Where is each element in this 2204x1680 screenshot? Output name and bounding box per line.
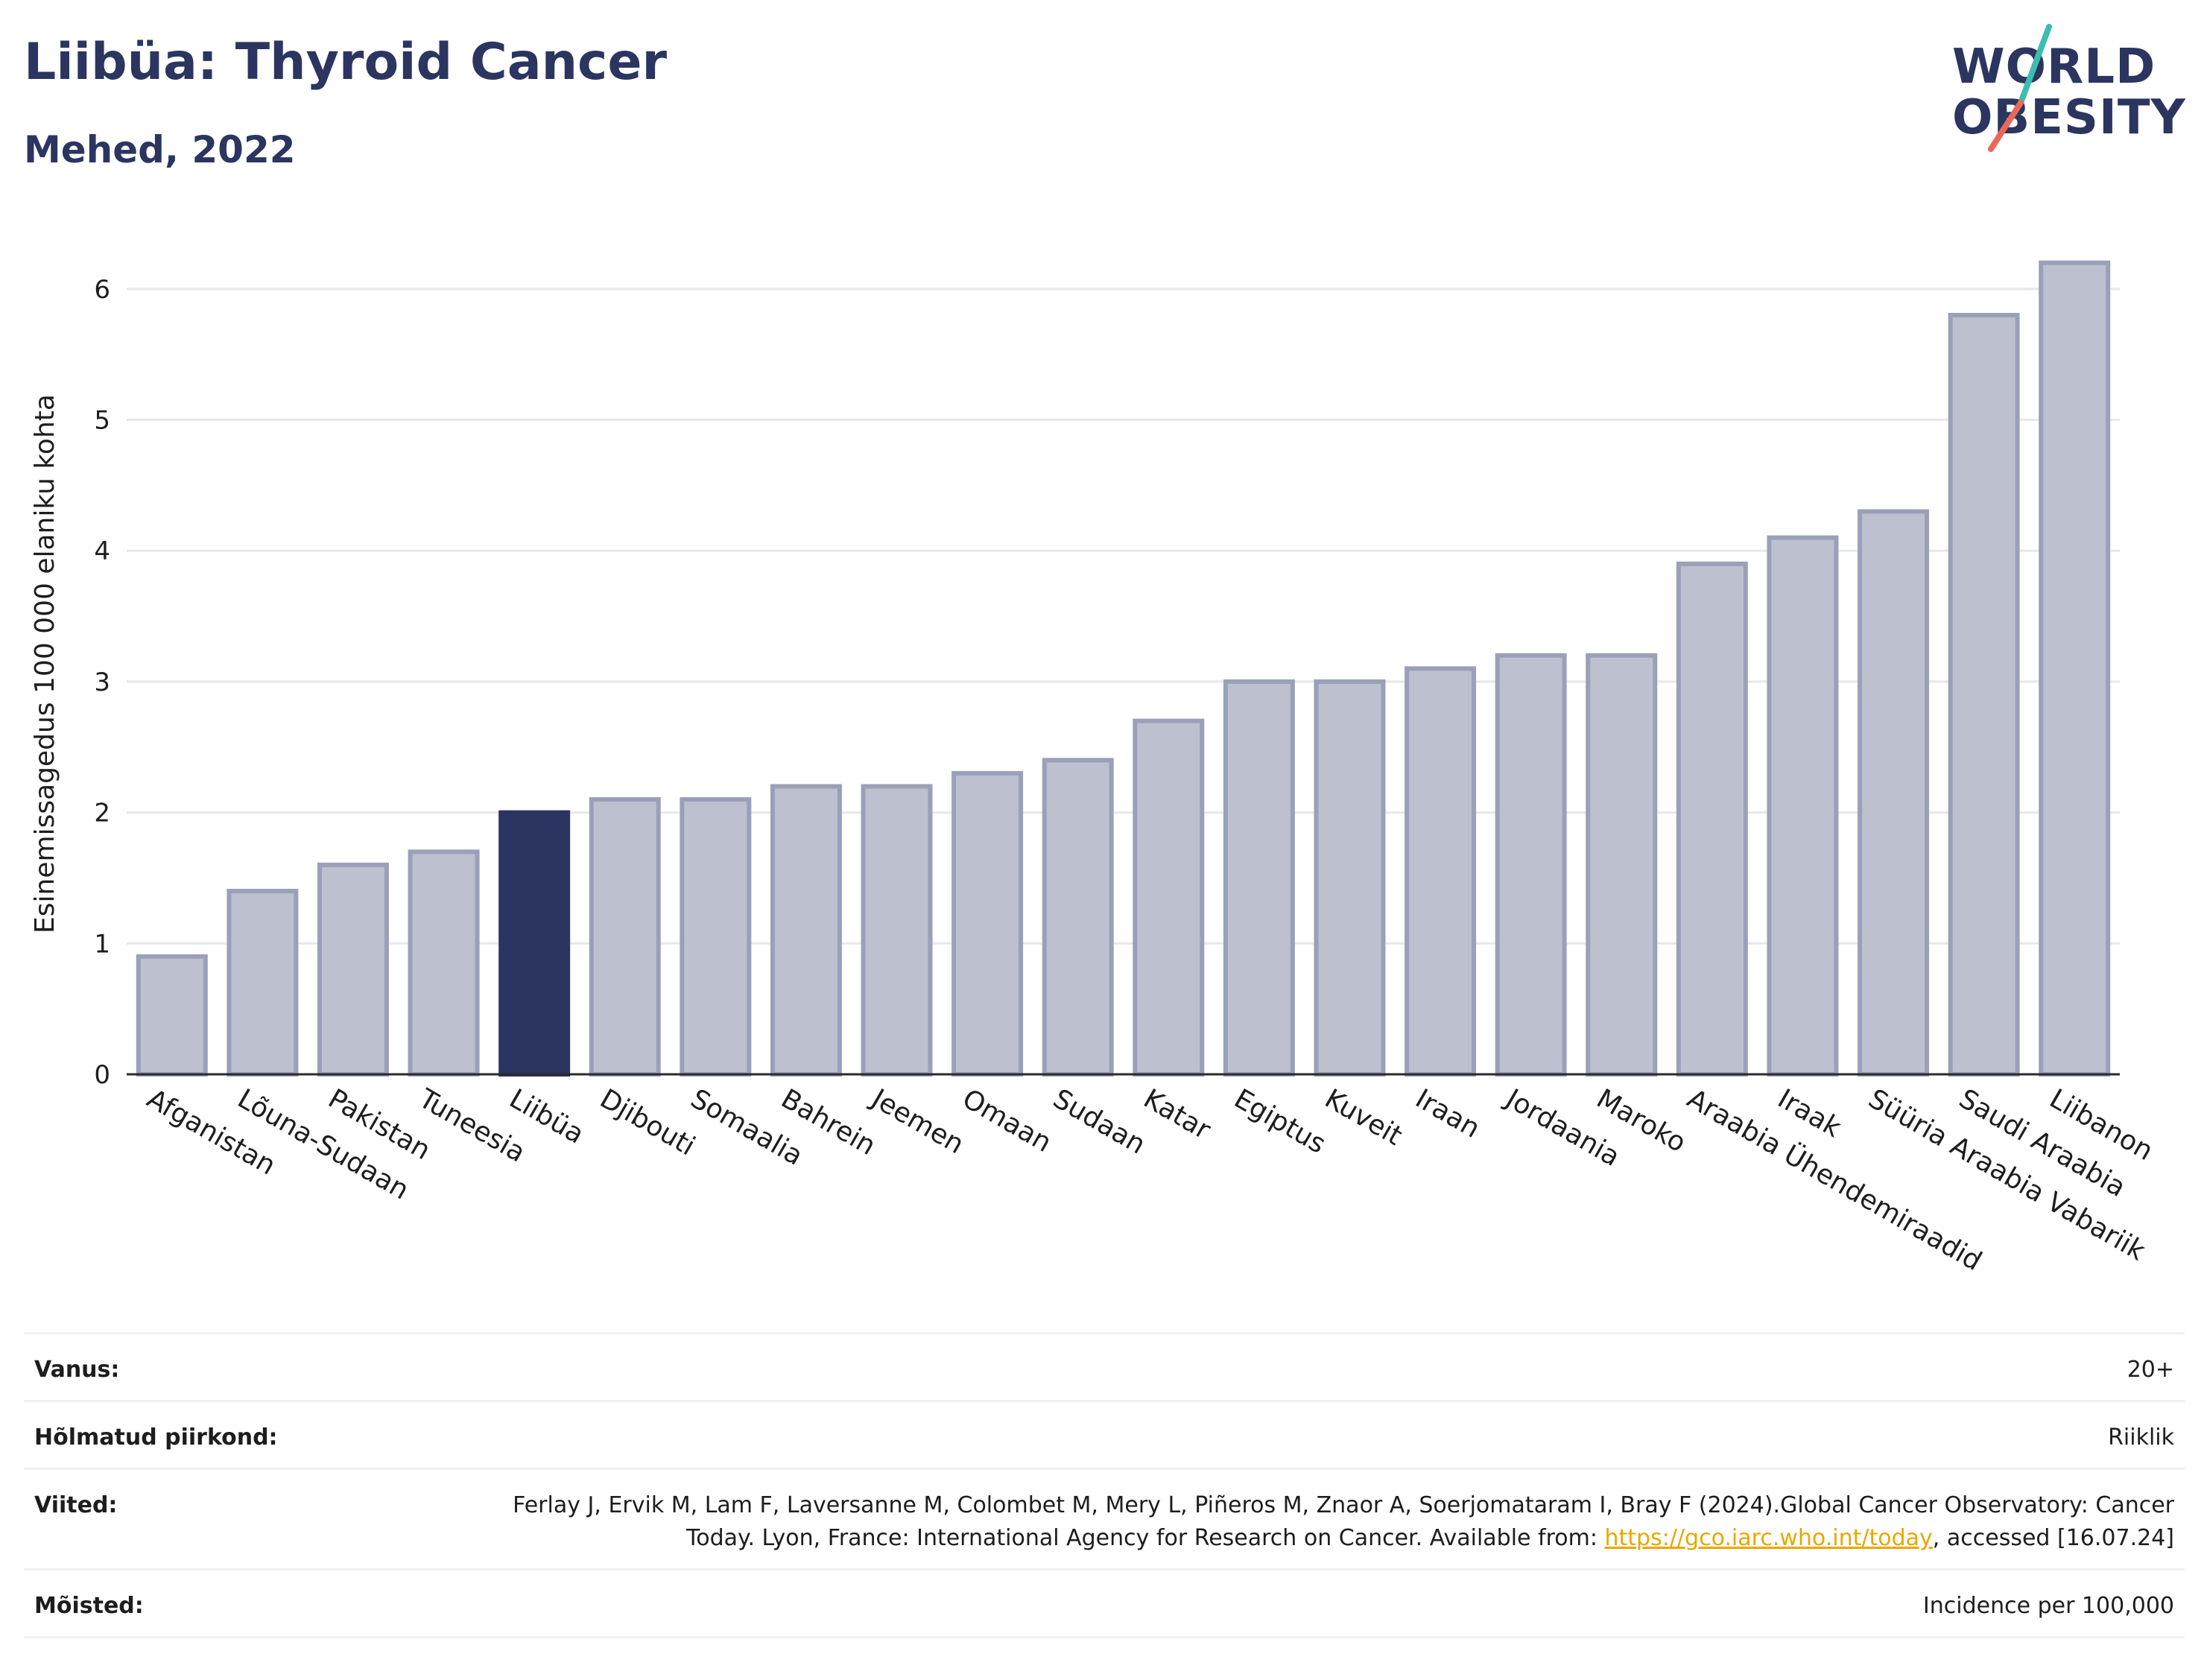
chart-subtitle: Mehed, 2022 (24, 128, 296, 171)
age-value: 20+ (2127, 1357, 2174, 1383)
bar-tuneesia[interactable] (408, 849, 480, 1077)
y-tick-label: 5 (94, 406, 110, 436)
y-tick-label: 3 (94, 668, 110, 697)
bar-liibanon[interactable] (2039, 260, 2111, 1077)
coverage-value: Riiklik (2108, 1424, 2174, 1451)
bar-bahrein[interactable] (770, 784, 842, 1077)
chart-title: Liibüa: Thyroid Cancer (24, 33, 667, 92)
references-accessed: , accessed [16.07.24] (1932, 1525, 2174, 1551)
info-row-references: Viited: Ferlay J, Ervik M, Lam F, Lavers… (24, 1468, 2185, 1568)
bar-sudaan[interactable] (1042, 758, 1114, 1077)
references-link[interactable]: https://gco.iarc.who.int/today (1604, 1525, 1933, 1551)
y-tick-label: 2 (94, 799, 110, 828)
bar-saudi-araabia[interactable] (1948, 312, 2020, 1077)
x-tick-label: Djibouti (595, 1083, 700, 1161)
x-tick-label: Katar (1139, 1083, 1216, 1146)
y-axis-label: Esinemissagedus 100 000 elaniku kohta (30, 394, 60, 933)
x-tick-label: Kuveit (1320, 1083, 1407, 1152)
info-row-age: Vanus: 20+ (24, 1332, 2185, 1400)
bar-liibüa[interactable] (498, 810, 571, 1077)
x-tick-label: Egiptus (1229, 1083, 1331, 1160)
bar-chart: 0123456AfganistanLõuna-SudaanPakistanTun… (30, 260, 2158, 1277)
bar-jeemen[interactable] (861, 784, 933, 1077)
references-value: Ferlay J, Ervik M, Lam F, Laversanne M, … (490, 1489, 2174, 1555)
bar-süüria-araabia-vabariik[interactable] (1858, 509, 1930, 1077)
bar-maroko[interactable] (1586, 653, 1658, 1077)
world-obesity-logo: WORLD OBESITY (1937, 21, 2191, 162)
info-row-definitions: Mõisted: Incidence per 100,000 (24, 1568, 2185, 1638)
bar-pakistan[interactable] (317, 862, 389, 1077)
x-tick-label: Iraan (1410, 1083, 1485, 1144)
x-tick-label: Omaan (957, 1083, 1057, 1158)
y-tick-label: 4 (94, 536, 110, 566)
y-tick-label: 1 (94, 929, 110, 959)
bar-jordaania[interactable] (1495, 653, 1567, 1077)
x-tick-label: Jeemen (865, 1083, 969, 1160)
bar-omaan[interactable] (951, 770, 1024, 1077)
age-label: Vanus: (34, 1357, 120, 1383)
bar-araabia-ühendemiraadid[interactable] (1676, 561, 1748, 1077)
logo-line-1: WORLD (1952, 39, 2156, 95)
bar-djibouti[interactable] (589, 797, 661, 1077)
definitions-value: Incidence per 100,000 (1922, 1593, 2174, 1619)
bar-afganistan[interactable] (136, 954, 208, 1077)
bar-somaalia[interactable] (680, 797, 752, 1077)
references-text: Ferlay J, Ervik M, Lam F, Laversanne M, … (513, 1492, 2174, 1551)
references-label: Viited: (34, 1492, 118, 1518)
y-tick-label: 0 (94, 1060, 110, 1090)
bar-egiptus[interactable] (1223, 679, 1295, 1077)
logo-slash-icon (1988, 24, 2052, 152)
tick-labels: 0123456AfganistanLõuna-SudaanPakistanTun… (94, 275, 2158, 1277)
x-tick-label: Sudaan (1048, 1083, 1150, 1160)
info-table: Vanus: 20+ Hõlmatud piirkond: Riiklik Vi… (24, 1332, 2185, 1638)
coverage-label: Hõlmatud piirkond: (34, 1424, 278, 1451)
bar-iraan[interactable] (1405, 666, 1477, 1077)
definitions-label: Mõisted: (34, 1593, 144, 1619)
bar-katar[interactable] (1133, 718, 1205, 1077)
info-row-coverage: Hõlmatud piirkond: Riiklik (24, 1400, 2185, 1468)
bar-lõuna-sudaan[interactable] (227, 889, 299, 1077)
bar-iraak[interactable] (1767, 535, 1839, 1077)
bars (136, 260, 2111, 1077)
bar-kuveit[interactable] (1314, 679, 1386, 1077)
logo-line-2: OBESITY (1952, 90, 2186, 145)
y-tick-label: 6 (94, 275, 110, 305)
